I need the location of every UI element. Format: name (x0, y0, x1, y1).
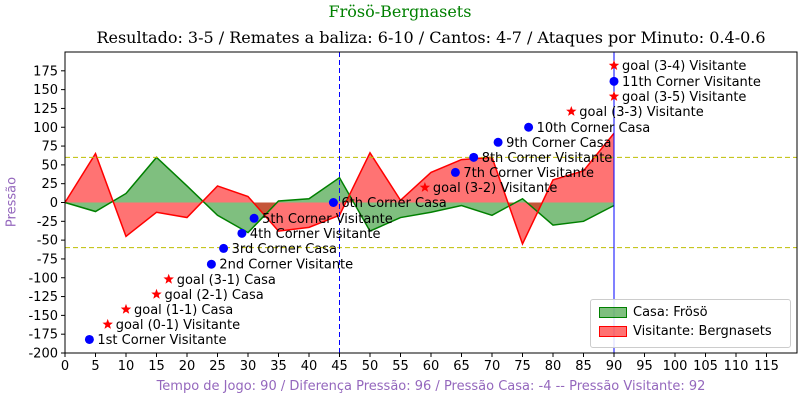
y-tick-label: 0 (50, 196, 58, 211)
x-axis-label: Tempo de Jogo: 90 / Diferença Pressão: 9… (156, 379, 706, 394)
y-tick-label: 175 (33, 64, 58, 79)
y-tick-label: -25 (37, 215, 58, 230)
legend-label-visitante: Visitante: Bergnasets (633, 324, 772, 339)
event-label: 8th Corner Visitante (482, 151, 613, 166)
event-label: goal (0-1) Visitante (116, 318, 240, 333)
y-tick-label: 50 (41, 158, 58, 173)
legend-swatch-casa (599, 307, 627, 318)
goal-marker (419, 181, 431, 192)
y-tick-label: -50 (37, 234, 58, 249)
legend-item-visitante: Visitante: Bergnasets (599, 324, 772, 339)
x-tick-label: 60 (423, 359, 440, 374)
event-label: 2nd Corner Visitante (219, 258, 353, 273)
corner-marker (237, 228, 247, 238)
x-tick-label: 50 (362, 359, 379, 374)
x-tick-label: 35 (270, 359, 287, 374)
event-label: 4th Corner Visitante (250, 227, 381, 242)
y-tick-label: 100 (33, 121, 58, 136)
series-area-1 (65, 157, 614, 233)
event-label: goal (3-5) Visitante (622, 90, 746, 105)
x-tick-label: 5 (91, 359, 99, 374)
chart-legend: Casa: Frösö Visitante: Bergnasets (590, 299, 791, 348)
x-tick-label: 55 (392, 359, 409, 374)
y-tick-label: 75 (41, 140, 58, 155)
event-label: goal (3-3) Visitante (579, 105, 703, 120)
legend-label-casa: Casa: Frösö (633, 305, 708, 320)
x-tick-label: 15 (148, 359, 165, 374)
event-label: goal (3-1) Casa (177, 273, 276, 288)
x-tick-label: 45 (331, 359, 348, 374)
event-label: 10th Corner Casa (537, 121, 651, 136)
x-tick-label: 80 (545, 359, 562, 374)
y-tick-label: -175 (28, 328, 58, 343)
x-tick-label: 85 (575, 359, 592, 374)
corner-marker (493, 137, 503, 147)
legend-swatch-visitante (599, 326, 627, 337)
x-tick-label: 115 (754, 359, 779, 374)
event-label: 5th Corner Visitante (262, 212, 393, 227)
event-label: 3rd Corner Casa (232, 242, 337, 257)
event-label: 6th Corner Casa (341, 196, 446, 211)
goal-marker (151, 288, 162, 299)
corner-marker (84, 334, 94, 344)
corner-marker (524, 122, 534, 132)
event-label: goal (1-1) Casa (134, 303, 233, 318)
goal-marker (566, 105, 577, 116)
corner-marker (469, 152, 479, 162)
x-tick-label: 65 (453, 359, 470, 374)
y-tick-label: 25 (41, 177, 58, 192)
goal-marker (102, 318, 113, 329)
y-tick-label: -75 (37, 252, 58, 267)
goal-marker (163, 273, 174, 284)
x-tick-label: 10 (118, 359, 135, 374)
corner-marker (219, 243, 229, 253)
x-tick-label: 105 (693, 359, 718, 374)
y-tick-label: 150 (33, 83, 58, 98)
x-tick-label: 95 (636, 359, 653, 374)
x-tick-label: 40 (301, 359, 318, 374)
legend-item-casa: Casa: Frösö (599, 305, 708, 320)
y-tick-label: -150 (28, 309, 58, 324)
x-tick-label: 25 (209, 359, 226, 374)
x-tick-label: 110 (724, 359, 749, 374)
x-tick-label: 90 (606, 359, 623, 374)
chart-suptitle: Frösö-Bergnasets (328, 2, 472, 21)
y-tick-label: -200 (28, 347, 58, 362)
corner-marker (206, 259, 216, 269)
y-axis-label: Pressão (4, 176, 20, 228)
corner-marker (249, 213, 259, 223)
event-label: 7th Corner Visitante (463, 166, 594, 181)
chart-title: Resultado: 3-5 / Remates a baliza: 6-10 … (96, 28, 766, 47)
y-tick-label: -100 (28, 271, 58, 286)
goal-marker (608, 60, 620, 70)
event-label: goal (3-2) Visitante (433, 181, 557, 196)
corner-marker (609, 76, 619, 86)
y-tick-label: -125 (28, 290, 58, 305)
series-area-2 (65, 133, 614, 244)
x-tick-label: 20 (179, 359, 196, 374)
x-tick-label: 75 (514, 359, 531, 374)
x-tick-label: 100 (663, 359, 688, 374)
x-tick-label: 30 (240, 359, 257, 374)
goal-marker (608, 90, 620, 101)
event-label: 9th Corner Casa (506, 136, 611, 151)
goal-marker (120, 303, 132, 314)
event-label: 11th Corner Visitante (622, 75, 761, 90)
x-tick-label: 0 (61, 359, 69, 374)
event-label: goal (3-4) Visitante (622, 59, 746, 74)
event-label: 1st Corner Visitante (97, 333, 226, 348)
y-tick-label: 125 (33, 102, 58, 117)
corner-marker (450, 167, 460, 177)
event-label: goal (2-1) Casa (165, 288, 264, 303)
x-tick-label: 70 (484, 359, 501, 374)
corner-marker (328, 198, 338, 207)
